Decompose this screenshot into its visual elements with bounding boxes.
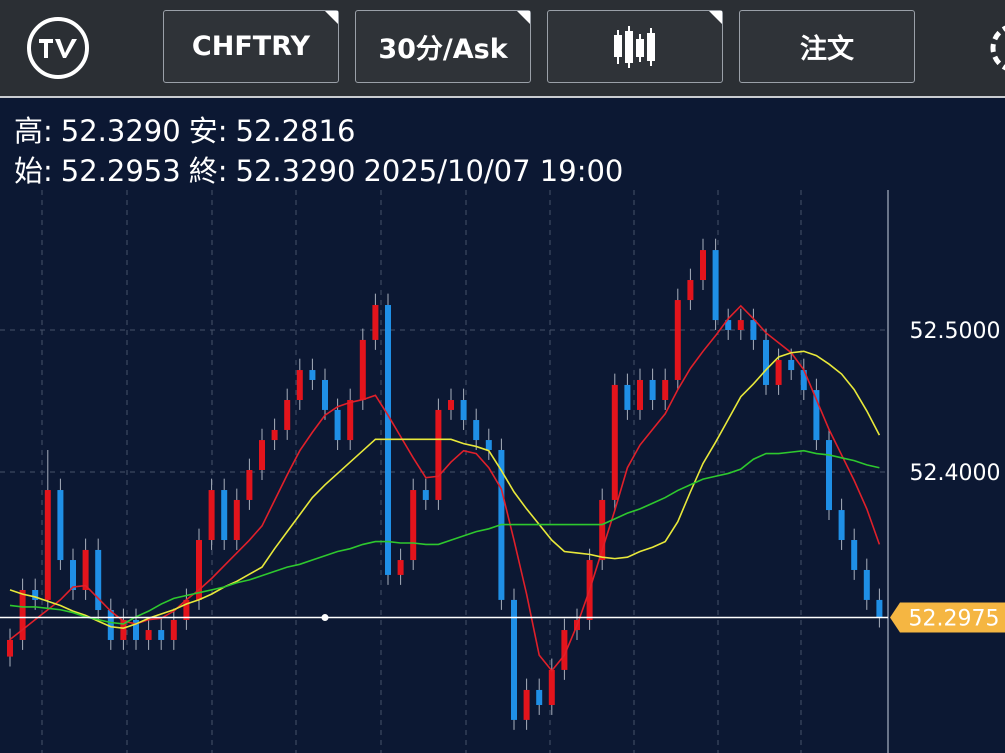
candle-body [851,540,858,570]
close-value: 52.3290 [235,154,356,188]
chart-type-button[interactable] [547,10,723,83]
candle-body [763,339,769,385]
candle-body [120,619,127,640]
candle-body [82,549,89,590]
y-tick-label: 52.4000 [910,461,1001,486]
candle-body [548,669,555,706]
candle-body [838,510,845,541]
symbol-button[interactable]: CHFTRY [163,10,339,83]
candle-body [687,280,694,301]
candle-body [624,384,631,410]
candle-body [536,689,543,706]
low-value: 52.2816 [235,114,356,148]
logo[interactable] [23,13,93,83]
candle-body [208,490,215,541]
candle-body [435,409,442,500]
info-line-2: 始: 52.2953 終: 52.3290 2025/10/07 19:00 [14,148,631,190]
moving-average-line [9,350,881,630]
time: 2025/10/07 19:00 [363,154,624,188]
candle-body [183,599,190,620]
candle-body [44,490,51,600]
candle-body [284,400,291,430]
candle-body [460,400,467,421]
candle-body [775,359,782,385]
candle-body [410,490,417,561]
interval-button[interactable]: 30分/Ask [355,10,531,83]
candle-body [196,540,202,600]
candle-body [246,470,253,500]
candle-body [737,320,744,331]
order: 注文 [800,34,854,65]
y-tick-label: 52.5000 [910,319,1001,344]
candle-body [372,305,379,340]
candle-body [725,320,732,331]
candle-body [170,619,177,640]
candle-body [800,370,807,391]
candle-body [611,384,618,500]
open-label: 始: [14,154,53,188]
candle-body [637,379,643,410]
candle-body [485,440,492,450]
settings-icon[interactable] [985,18,1005,78]
candle-body [863,569,870,600]
candle-body [70,560,76,590]
interval: 30分/Ask [378,34,508,65]
candle-body [523,689,530,720]
close-label: 終: [188,154,228,188]
candle-body [876,599,883,618]
candle-body [309,370,316,380]
candle-body [448,400,454,410]
candle-body [359,339,366,401]
candle-body [158,630,165,640]
candle-body [133,619,139,640]
candle-body [233,499,240,541]
candle-body [296,370,303,401]
candle-body [674,300,681,380]
candle-body [271,429,278,441]
moving-average-line [9,304,881,673]
candle-icon [614,25,655,68]
candle-body [750,320,757,340]
candle-body [259,440,265,471]
chart: 52.5000 52.4000 52.2975 [0,190,1005,753]
candle-body [19,589,26,640]
candle-body [334,409,341,441]
order-button[interactable]: 注文 [739,10,915,83]
candle-body [649,379,656,401]
candle-body [347,400,354,441]
candle-body [422,490,429,500]
high-value: 52.3290 [60,114,181,148]
candle-body [473,420,480,441]
candle-body [662,379,669,401]
candle-body [32,589,39,600]
current-price-tag [890,602,1005,633]
candle-body [322,379,328,410]
candle-body [397,560,404,575]
candle-body [700,250,706,281]
symbol: CHFTRY [191,31,311,62]
candle-body [221,490,228,541]
candle-body [57,490,64,561]
candle-body [599,499,606,561]
candle-body [95,549,102,611]
current-price-dot [321,614,329,622]
candle-body [561,630,568,670]
candle-body [826,440,832,511]
current-price-label: 52.2975 [909,607,1000,632]
moving-average-line [9,449,880,625]
candle-body [712,250,719,321]
candle-body [788,359,795,371]
candle-body [511,599,517,720]
candle-body [7,639,13,657]
high-label: 高: [14,114,53,148]
low-label: 安: [188,114,228,148]
info-line-1: 高: 52.3290 安: 52.2816 [14,108,363,150]
candle-body [145,630,152,640]
toolbar: CHFTRY 30分/Ask 注文 [0,0,1005,98]
open-value: 52.2953 [60,154,181,188]
candle-body [107,610,114,640]
candle-body [813,390,820,441]
